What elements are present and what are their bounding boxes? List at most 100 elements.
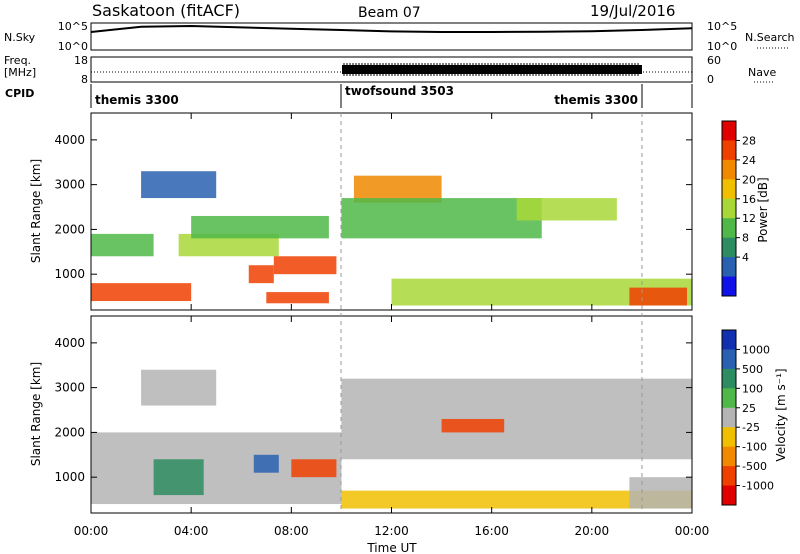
freq-left-label-2: [MHz] — [4, 66, 36, 79]
x-tick-label: 00:00 — [74, 524, 109, 538]
colorbar-swatch — [722, 466, 736, 487]
velocity-panel: 4000 3000 2000 1000 Slant Range [km] 1000 50… — [29, 315, 788, 514]
noise-sky-line — [90, 24, 693, 33]
cpid-panel: CPID themis 3300 twofsound 3503 themis 3… — [5, 84, 693, 108]
power-patch — [273, 256, 337, 275]
colorbar-swatch — [722, 140, 736, 161]
colorbar-tick-label: 8 — [742, 232, 749, 245]
y-tick-label: 4000 — [54, 133, 85, 147]
colorbar-swatch — [722, 257, 736, 278]
beam-label: Beam 07 — [358, 5, 421, 21]
colorbar-tick-label: -500 — [742, 460, 767, 473]
freq-left-tick-top: 18 — [74, 54, 88, 67]
y-tick-label: 3000 — [54, 178, 85, 192]
power-y-axis-label: Slant Range [km] — [29, 159, 43, 263]
colorbar-tick-label: 12 — [742, 212, 756, 225]
colorbar-swatch — [722, 218, 736, 239]
freq-left-label-1: Freq. — [4, 54, 31, 67]
nave-ticks — [343, 63, 639, 76]
x-tick-label: 04:00 — [174, 524, 209, 538]
colorbar-tick-label: 24 — [742, 154, 756, 167]
colorbar-tick-label: 1000 — [742, 343, 770, 356]
cpid-label: CPID — [5, 87, 34, 100]
velocity-patch — [341, 378, 692, 460]
colorbar-swatch — [722, 368, 736, 389]
colorbar-swatch — [722, 237, 736, 258]
x-axis-ticks: 00:00 04:00 08:00 12:00 16:00 20:00 00:00 — [74, 113, 710, 538]
colorbar-swatch — [722, 179, 736, 200]
power-patch — [516, 198, 617, 221]
cpid-segment-2: twofsound 3503 — [345, 84, 454, 98]
colorbar-tick-label: 16 — [742, 193, 756, 206]
colorbar-swatch — [722, 121, 736, 141]
velocity-y-ticks: 4000 3000 2000 1000 — [54, 336, 692, 484]
colorbar-tick-label: 28 — [742, 134, 756, 147]
freq-right-tick-bottom: 0 — [707, 73, 714, 86]
y-tick-label: 2000 — [54, 425, 85, 439]
colorbar-tick-label: -100 — [742, 441, 767, 454]
colorbar-swatch — [722, 485, 736, 506]
x-axis-label: Time UT — [366, 541, 417, 554]
velocity-patch — [253, 454, 279, 473]
colorbar-tick-label: 25 — [742, 402, 756, 415]
y-tick-label: 3000 — [54, 381, 85, 395]
y-tick-label: 2000 — [54, 222, 85, 236]
colorbar-swatch — [722, 159, 736, 180]
noise-right-tick-bottom: 10^0 — [707, 40, 737, 53]
colorbar-swatch — [722, 427, 736, 448]
velocity-colorbar: 1000 500 100 25 -25 -100 -500 -1000 — [721, 329, 774, 506]
colorbar-swatch — [722, 330, 736, 350]
velocity-patch — [291, 459, 337, 478]
velocity-colorbar-label: Velocity [m s⁻¹] — [774, 368, 788, 461]
colorbar-frame — [721, 329, 737, 506]
velocity-patch — [441, 418, 505, 433]
colorbar-swatch — [722, 388, 736, 409]
colorbar-swatch — [722, 198, 736, 219]
freq-right-label: Nave — [748, 66, 776, 79]
noise-left-tick-bottom: 10^0 — [58, 40, 88, 53]
power-patches — [91, 171, 692, 306]
colorbar-swatch — [722, 446, 736, 467]
colorbar-swatch — [722, 349, 736, 370]
colorbar-tick-label: 20 — [742, 173, 756, 186]
y-tick-label: 1000 — [54, 470, 85, 484]
cpid-segment-1: themis 3300 — [95, 93, 179, 107]
colorbar-tick-label: -25 — [742, 421, 760, 434]
colorbar-tick-label: -1000 — [742, 480, 774, 493]
power-patch — [91, 283, 192, 302]
y-tick-label: 1000 — [54, 267, 85, 281]
noise-panel-frame — [90, 22, 693, 51]
colorbar-swatch — [722, 276, 736, 297]
y-tick-label: 4000 — [54, 336, 85, 350]
station-title: Saskatoon (fitACF) — [92, 1, 240, 20]
colorbar-tick-label: 500 — [742, 363, 763, 376]
velocity-patch — [141, 369, 217, 406]
velocity-patch — [341, 490, 692, 509]
x-tick-label: 08:00 — [274, 524, 309, 538]
power-panel: 4000 3000 2000 1000 Slant Range [km] 28 24 20… — [29, 112, 770, 311]
x-tick-label: 00:00 — [675, 524, 710, 538]
velocity-patch — [153, 459, 204, 496]
noise-right-label: N.Search — [745, 31, 795, 44]
date-label: 19/Jul/2016 — [590, 2, 675, 20]
power-patch — [248, 265, 274, 284]
colorbar-frame — [721, 120, 737, 297]
x-tick-label: 12:00 — [374, 524, 409, 538]
colorbar-tick-label: 100 — [742, 382, 763, 395]
freq-right-tick-top: 60 — [707, 54, 721, 67]
nave-block — [342, 65, 642, 74]
power-patch — [266, 292, 329, 304]
velocity-patches — [91, 369, 692, 509]
velocity-patch — [629, 477, 692, 509]
x-tick-label: 16:00 — [474, 524, 509, 538]
power-patch — [191, 215, 329, 239]
freq-panel: Freq. [MHz] 18 8 60 0 Nave — [4, 54, 776, 86]
noise-left-label: N.Sky — [4, 31, 36, 44]
colorbar-tick-label: 4 — [742, 251, 749, 264]
cpid-segment-3: themis 3300 — [554, 93, 638, 107]
power-patch — [91, 233, 154, 257]
power-patch — [141, 171, 217, 199]
power-patch — [629, 287, 687, 306]
power-colorbar: 28 24 20 16 12 8 4 — [721, 120, 756, 297]
